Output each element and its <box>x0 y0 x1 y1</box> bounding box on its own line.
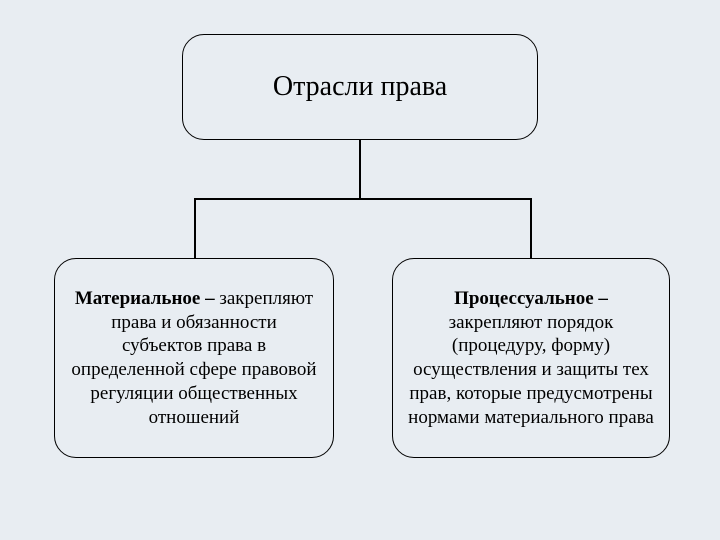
child-rest: закрепляют порядок (процедуру, форму) ос… <box>408 312 654 428</box>
connector <box>359 140 361 200</box>
root-title: Отрасли права <box>273 71 447 103</box>
root-node: Отрасли права <box>182 34 538 140</box>
child-bold: Материальное – <box>75 288 215 309</box>
child-bold: Процессуальное – <box>454 288 608 309</box>
child-node-procedural: Процессуальное – закрепляют порядок (про… <box>392 258 670 458</box>
child-text: Материальное – закрепляют права и обязан… <box>69 287 319 430</box>
child-text: Процессуальное – закрепляют порядок (про… <box>407 287 655 430</box>
child-node-material: Материальное – закрепляют права и обязан… <box>54 258 334 458</box>
diagram-canvas: Отрасли права Материальное – закрепляют … <box>0 0 720 540</box>
connector <box>194 198 196 258</box>
connector <box>194 198 532 200</box>
connector <box>530 198 532 258</box>
